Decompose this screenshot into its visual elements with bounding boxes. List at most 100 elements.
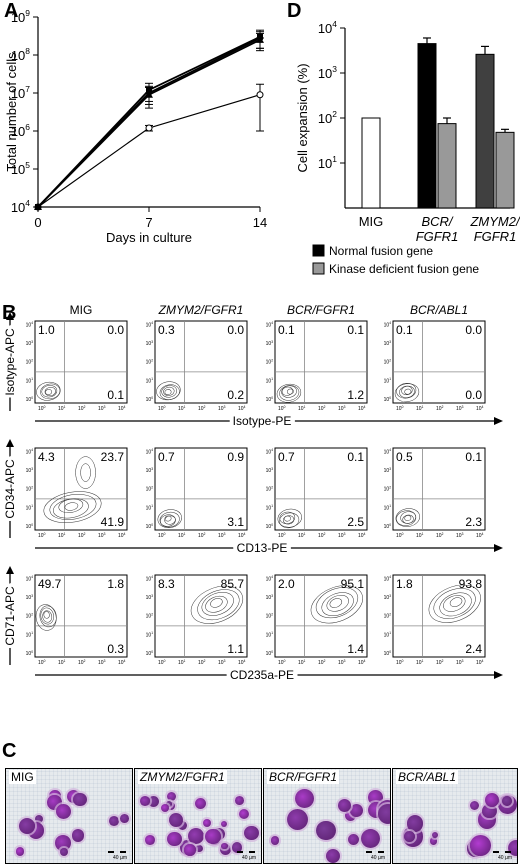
cell-image: [294, 788, 314, 808]
axis-tick-label: 100: [158, 532, 166, 539]
y-tick-label: 104: [318, 19, 337, 36]
cell-image: [244, 825, 259, 841]
arrow-head-icon: [494, 544, 503, 552]
axis-tick-label: 104: [118, 659, 126, 666]
series-line: [37, 37, 261, 208]
cell-image: [120, 814, 130, 824]
axis-tick-label: 104: [384, 321, 392, 328]
axis-tick-label: 101: [26, 631, 34, 638]
axis-tick-label: 100: [38, 405, 46, 412]
contour-line: [401, 386, 413, 396]
axis-tick-label: 104: [26, 321, 34, 328]
axis-tick-label: 103: [456, 659, 464, 666]
cell-image: [361, 828, 381, 849]
quadrant-upper-left-value: 1.0: [38, 323, 55, 337]
contour-line: [164, 389, 172, 395]
dot-plot-frame: [154, 320, 248, 404]
dot-plot-frame: [392, 447, 486, 531]
contour-line: [45, 389, 53, 395]
axis-tick-label: 102: [78, 659, 86, 666]
y-tick-label: 106: [11, 122, 30, 139]
axis-tick-label: 100: [146, 396, 154, 403]
quadrant-lower-right-value: 0.1: [107, 388, 124, 402]
quadrant-upper-right-value: 85.7: [221, 577, 245, 591]
contour-line: [326, 594, 349, 612]
bar: [361, 117, 381, 209]
quadrant-upper-right-value: 93.8: [459, 577, 483, 591]
quadrant-upper-right-value: 0.0: [465, 323, 482, 337]
axis-tick-label: 100: [38, 532, 46, 539]
contour-line: [53, 498, 89, 519]
x-axis-label: Days in culture: [106, 230, 192, 245]
axis-tick-label: 101: [298, 659, 306, 666]
cell-image: [337, 798, 351, 812]
axis-tick-label: 104: [358, 532, 366, 539]
axis-tick-label: 101: [416, 659, 424, 666]
data-point: [34, 203, 42, 211]
cell-image: [508, 839, 517, 856]
axis-tick-label: 103: [26, 467, 34, 474]
contour-line: [329, 598, 343, 608]
cell-image: [166, 800, 173, 807]
axis-tick-label: 102: [146, 612, 154, 619]
bar: [437, 123, 457, 209]
dot-plot-frame: [274, 320, 368, 404]
y-axis-label: Total number of cells: [4, 52, 19, 172]
contour-line: [43, 491, 102, 524]
contour-line: [190, 585, 244, 624]
axis-tick-label: 104: [476, 532, 484, 539]
axis-tick-label: 102: [146, 485, 154, 492]
axis-tick-label: 101: [266, 377, 274, 384]
cell-image: [167, 791, 177, 801]
cell-image: [234, 796, 244, 805]
axis-tick-label: 101: [58, 532, 66, 539]
contour-line: [279, 512, 300, 529]
quadrant-lower-right-value: 0.3: [107, 642, 124, 656]
data-point: [256, 34, 264, 43]
legend-label: Kinase deficient fusion gene: [329, 262, 479, 276]
y-tick-label: 107: [11, 84, 30, 101]
contour-line: [80, 463, 91, 482]
axis-tick-label: 102: [78, 532, 86, 539]
contour-line: [40, 607, 54, 625]
axis-tick-label: 104: [118, 405, 126, 412]
quadrant-upper-left-value: 0.5: [396, 450, 413, 464]
contour-line: [310, 585, 363, 624]
column-title: MIG: [70, 303, 93, 317]
contour-line: [315, 587, 359, 619]
axis-tick-label: 102: [436, 659, 444, 666]
quadrant-upper-right-value: 0.0: [107, 323, 124, 337]
axis-tick-label: 100: [278, 659, 286, 666]
y-tick-label: 102: [318, 109, 337, 126]
axis-tick-label: 104: [118, 532, 126, 539]
contour-line: [276, 383, 302, 403]
contour-line: [35, 604, 57, 631]
cell-image: [482, 804, 497, 819]
axis-tick-label: 101: [178, 659, 186, 666]
cell-image: [203, 819, 212, 827]
cell-image: [177, 820, 188, 831]
axis-tick-label: 100: [158, 659, 166, 666]
axis-tick-label: 100: [396, 659, 404, 666]
x-axis-label: Isotype-PE: [233, 414, 292, 428]
contour-line: [197, 589, 240, 621]
y-axis-label: Isotype-APC: [3, 328, 17, 396]
bar: [417, 43, 437, 209]
data-point: [145, 124, 153, 132]
quadrant-upper-left-value: 1.8: [396, 577, 413, 591]
contour-line: [284, 515, 291, 522]
axis-tick-label: 103: [146, 340, 154, 347]
axis-tick-label: 103: [26, 340, 34, 347]
axis-tick-label: 104: [384, 575, 392, 582]
contour-line: [404, 515, 412, 521]
axis-tick-label: 102: [384, 612, 392, 619]
cell-image: [15, 846, 25, 856]
quadrant-lower-right-value: 2.4: [465, 642, 482, 656]
axis-tick-label: 103: [218, 532, 226, 539]
axis-tick-label: 101: [416, 405, 424, 412]
contour-line: [42, 610, 53, 623]
axis-tick-label: 104: [476, 405, 484, 412]
quadrant-upper-right-value: 0.9: [227, 450, 244, 464]
contour-line: [277, 508, 302, 528]
quadrant-upper-right-value: 95.1: [341, 577, 365, 591]
